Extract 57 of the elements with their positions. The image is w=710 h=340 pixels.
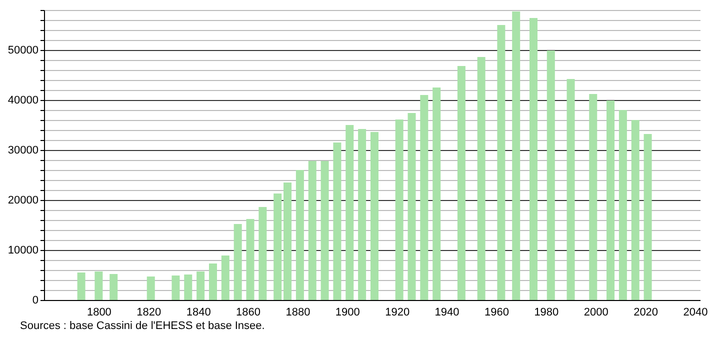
- y-tick-label: 0: [32, 294, 38, 306]
- bar: [432, 88, 441, 300]
- bar: [477, 57, 486, 300]
- y-tick-label: 30000: [8, 144, 38, 156]
- bar: [512, 12, 520, 300]
- source-note: Sources : base Cassini de l'EHESS et base Insee.: [20, 320, 265, 332]
- bar: [358, 129, 366, 300]
- bar: [644, 134, 652, 300]
- bar: [589, 94, 598, 300]
- y-tick-label: 50000: [8, 44, 38, 56]
- bar: [618, 110, 627, 300]
- y-tick-label: 40000: [8, 94, 38, 106]
- bar: [196, 272, 205, 300]
- bar: [631, 120, 640, 300]
- bar: [234, 224, 242, 300]
- bar: [530, 18, 538, 300]
- x-tick-label: 1960: [484, 306, 509, 318]
- bar: [566, 79, 575, 300]
- bar: [221, 256, 230, 300]
- x-tick-label: 1840: [186, 306, 211, 318]
- x-tick-label: 2040: [683, 306, 708, 318]
- bar: [246, 219, 254, 300]
- bar: [146, 276, 155, 300]
- bar: [408, 113, 416, 300]
- bar: [420, 95, 428, 300]
- bar: [308, 161, 316, 300]
- x-tick-label: 1860: [236, 306, 261, 318]
- x-tick-label: 2000: [584, 306, 608, 318]
- bar: [208, 264, 217, 300]
- bar: [457, 66, 466, 300]
- bar: [546, 50, 555, 300]
- x-tick-label: 1940: [434, 306, 460, 318]
- x-tick-label: 1800: [86, 306, 112, 318]
- bar: [320, 161, 329, 300]
- bar: [395, 120, 404, 300]
- y-tick-label: 10000: [8, 244, 38, 256]
- y-tick-label: 20000: [8, 194, 38, 206]
- bar: [497, 25, 506, 300]
- bar: [346, 125, 354, 300]
- x-tick-label: 1880: [286, 306, 310, 318]
- bar: [110, 274, 118, 300]
- bar: [606, 100, 615, 300]
- bar: [333, 142, 342, 300]
- x-tick-label: 1820: [136, 306, 162, 318]
- bar: [94, 272, 103, 300]
- x-tick-label: 1900: [335, 306, 360, 318]
- bar: [258, 207, 267, 300]
- x-tick-label: 1980: [534, 306, 559, 318]
- x-tick-label: 1920: [385, 306, 410, 318]
- bar: [284, 182, 292, 300]
- bar: [184, 274, 192, 300]
- bar: [370, 132, 378, 300]
- bar: [274, 194, 282, 300]
- bar: [296, 170, 304, 300]
- x-tick-label: 2020: [634, 306, 658, 318]
- bar: [172, 276, 180, 300]
- bar: [77, 272, 86, 300]
